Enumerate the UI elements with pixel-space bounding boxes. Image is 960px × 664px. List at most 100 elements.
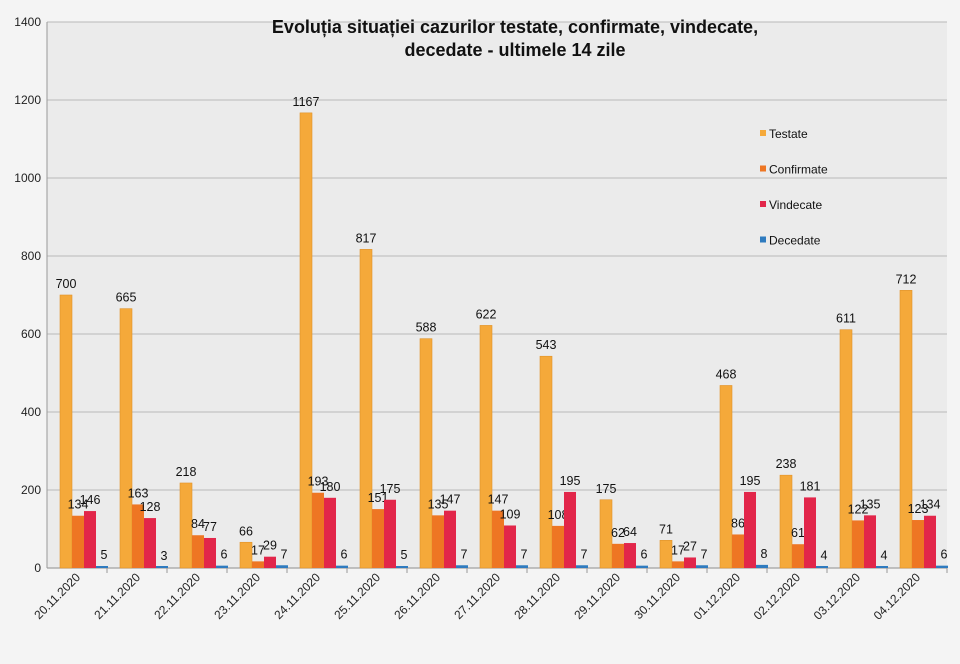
bar-testate xyxy=(299,112,313,569)
bar-decedate xyxy=(456,565,468,568)
data-label: 86 xyxy=(731,516,745,530)
bar-confirmate xyxy=(132,504,144,568)
bar-testate xyxy=(59,294,73,569)
bar-testate xyxy=(179,482,193,569)
x-tick-label: 04.12.2020 xyxy=(871,570,924,623)
data-label: 218 xyxy=(176,465,197,479)
bar-testate xyxy=(719,385,733,569)
bar-testate xyxy=(359,249,373,569)
bar-decedate xyxy=(336,565,348,568)
x-tick-label: 28.11.2020 xyxy=(511,570,563,622)
bar-vindecate xyxy=(204,537,216,568)
data-label: 128 xyxy=(140,500,161,514)
data-label: 5 xyxy=(101,548,108,562)
data-label: 61 xyxy=(791,526,805,540)
bar-testate xyxy=(599,499,613,569)
bar-decedate xyxy=(576,565,588,568)
legend-label: Confirmate xyxy=(769,163,828,177)
x-tick-label: 03.12.2020 xyxy=(811,570,864,623)
y-tick-label: 1000 xyxy=(14,171,41,185)
bar-testate xyxy=(539,355,553,569)
data-label: 123 xyxy=(908,502,929,516)
bar-confirmate xyxy=(672,561,684,568)
data-label: 8 xyxy=(761,547,768,561)
data-label: 66 xyxy=(239,524,253,538)
x-tick-label: 29.11.2020 xyxy=(571,570,623,622)
data-label: 611 xyxy=(836,312,856,326)
bar-decedate xyxy=(756,564,768,568)
bar-vindecate xyxy=(624,543,636,568)
data-label: 163 xyxy=(128,486,149,500)
bar-vindecate xyxy=(84,511,96,568)
data-label: 151 xyxy=(368,491,389,505)
bar-confirmate xyxy=(432,515,444,568)
data-label: 468 xyxy=(716,367,737,381)
y-tick-label: 1400 xyxy=(14,15,41,29)
data-label: 6 xyxy=(341,548,348,562)
data-label: 7 xyxy=(281,547,288,561)
data-label: 4 xyxy=(821,548,828,562)
data-label: 238 xyxy=(776,457,797,471)
y-tick-label: 0 xyxy=(34,561,41,575)
bar-vindecate xyxy=(324,497,336,568)
data-label: 135 xyxy=(860,497,881,511)
x-tick-label: 21.11.2020 xyxy=(91,570,143,622)
bar-vindecate xyxy=(264,556,276,568)
y-tick-label: 200 xyxy=(21,483,41,497)
bar-decedate xyxy=(876,566,888,568)
legend-label: Decedate xyxy=(769,234,821,248)
y-tick-label: 600 xyxy=(21,327,41,341)
data-label: 180 xyxy=(320,480,341,494)
data-label: 109 xyxy=(500,507,521,521)
bar-confirmate xyxy=(252,561,264,568)
data-label: 6 xyxy=(941,548,948,562)
y-tick-label: 1200 xyxy=(14,93,41,107)
bar-confirmate xyxy=(492,510,504,568)
data-label: 175 xyxy=(380,482,401,496)
bar-decedate xyxy=(816,566,828,568)
data-label: 5 xyxy=(401,548,408,562)
data-label: 7 xyxy=(701,547,708,561)
bar-testate xyxy=(899,290,913,569)
bar-confirmate xyxy=(732,534,744,568)
bar-vindecate xyxy=(564,491,576,568)
data-label: 665 xyxy=(116,291,137,305)
bar-decedate xyxy=(216,565,228,568)
x-tick-label: 02.12.2020 xyxy=(751,570,804,623)
bar-vindecate xyxy=(444,510,456,568)
chart-title: Evoluția situației cazurilor testate, co… xyxy=(200,16,830,62)
bar-testate xyxy=(479,325,493,569)
bar-decedate xyxy=(96,566,108,568)
bar-testate xyxy=(119,308,133,569)
legend-swatch xyxy=(760,165,766,172)
bar-vindecate xyxy=(744,491,756,568)
data-label: 700 xyxy=(56,277,77,291)
x-tick-label: 25.11.2020 xyxy=(331,570,383,622)
data-label: 3 xyxy=(161,549,168,563)
bar-confirmate xyxy=(912,520,924,568)
data-label: 7 xyxy=(581,547,588,561)
bar-decedate xyxy=(696,565,708,568)
data-label: 64 xyxy=(623,525,637,539)
x-tick-label: 26.11.2020 xyxy=(391,570,443,622)
data-label: 71 xyxy=(659,522,673,536)
bar-confirmate xyxy=(312,492,324,568)
bar-confirmate xyxy=(552,525,564,568)
data-label: 108 xyxy=(548,508,569,522)
data-label: 29 xyxy=(263,539,277,553)
bar-confirmate xyxy=(612,543,624,568)
x-tick-label: 27.11.2020 xyxy=(451,570,503,622)
bar-vindecate xyxy=(804,497,816,568)
legend-swatch xyxy=(760,201,766,207)
data-label: 17 xyxy=(251,543,265,557)
data-label: 4 xyxy=(881,548,888,562)
bar-testate xyxy=(779,474,793,569)
bar-confirmate xyxy=(72,515,84,568)
data-label: 195 xyxy=(560,474,581,488)
legend-label: Vindecate xyxy=(769,198,822,212)
x-tick-label: 30.11.2020 xyxy=(631,570,683,622)
title-line-1: Evoluția situației cazurilor testate, co… xyxy=(271,17,759,37)
bar-vindecate xyxy=(144,518,156,568)
